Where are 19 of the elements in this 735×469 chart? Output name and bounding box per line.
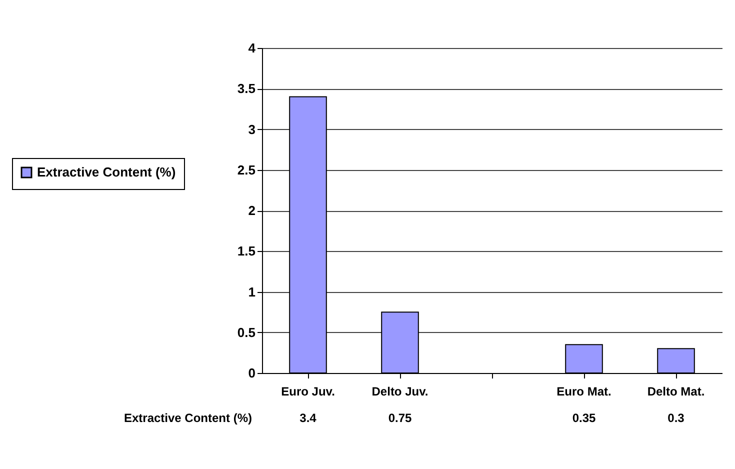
y-tick-label: 3.5 [237,81,256,96]
x-tick-label: Delto Mat. [647,384,705,398]
y-tick-label: 1 [248,284,256,300]
x-tick-label: Euro Juv. [281,384,335,398]
data-label: 3.4 [300,411,317,425]
text: Extractive Content (%) [124,411,252,425]
data-label: 0.75 [388,411,412,425]
data-label: 0.3 [668,411,685,425]
y-tick-label: 4 [248,40,256,56]
y-tick-label: 3 [248,122,256,137]
y-tick-label: 1.5 [237,244,256,259]
y-tick-label: 2.5 [237,162,256,178]
x-tick-label: Euro Mat. [556,384,612,398]
legend-label: Extractive Content (%) [37,164,176,180]
data-label: 0.35 [572,411,596,425]
x-tick-label: Delto Juv. [372,384,428,398]
y-tick-label: 0 [248,366,256,380]
y-tick-label: 0.5 [237,324,256,340]
y-tick-label: 2 [248,203,256,218]
